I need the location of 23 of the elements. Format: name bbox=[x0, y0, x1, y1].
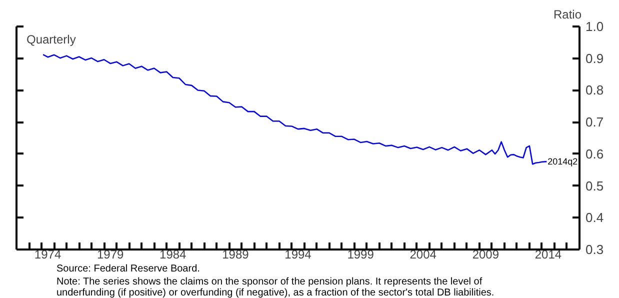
text: Quarterly bbox=[26, 32, 76, 46]
x-tick-label: 1974 bbox=[34, 248, 62, 262]
y-tick-label: 0.5 bbox=[586, 178, 604, 194]
x-tick-label: 1994 bbox=[284, 248, 312, 262]
x-tick-label: 1979 bbox=[96, 248, 124, 262]
y-tick-label: 0.4 bbox=[586, 210, 604, 226]
x-tick-label: 1989 bbox=[222, 248, 250, 262]
text: Note: The series shows the claims on the sponsor of the pension plans. It represents the level of underfunding (if positive) or overfunding (if negative), as a fraction of the sector's total DB liabilities. bbox=[56, 276, 494, 298]
x-tick-label: 2014 bbox=[534, 248, 562, 262]
y-tick-label: 1.0 bbox=[586, 19, 604, 34]
y-tick-label: 0.3 bbox=[586, 242, 604, 257]
y-tick-label: 0.6 bbox=[586, 146, 604, 162]
y-axis-title: Ratio bbox=[553, 8, 582, 22]
x-tick-label: 2009 bbox=[472, 248, 500, 262]
y-tick-label: 0.7 bbox=[586, 114, 604, 130]
y-tick-label: 0.8 bbox=[586, 82, 604, 98]
line-series bbox=[42, 54, 548, 165]
annotation: 2014q2 bbox=[548, 156, 578, 167]
source-note: Source: Federal Reserve Board. bbox=[56, 264, 200, 274]
y-tick-label: 0.9 bbox=[586, 50, 604, 66]
x-tick-label: 1984 bbox=[160, 248, 187, 262]
x-tick-label: 2004 bbox=[410, 248, 437, 262]
x-tick-label: 1999 bbox=[347, 248, 374, 262]
